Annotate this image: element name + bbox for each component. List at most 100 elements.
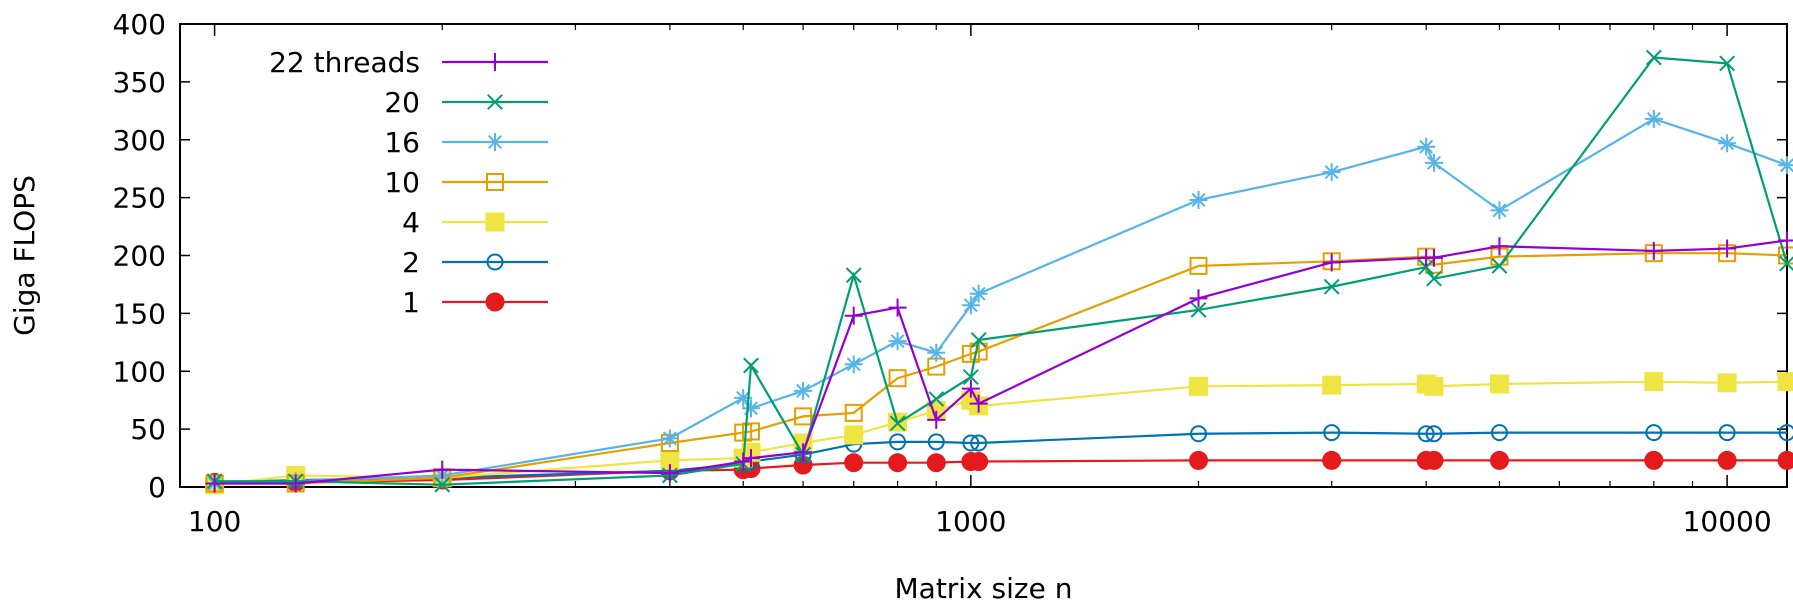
data-point	[962, 369, 979, 385]
series-16	[205, 109, 1793, 493]
data-point	[1778, 424, 1793, 442]
data-point	[1189, 376, 1209, 396]
legend-item: 1	[402, 286, 548, 319]
data-point	[1190, 425, 1208, 443]
series-line	[214, 239, 1788, 485]
data-point	[433, 460, 452, 479]
y-tick-label: 250	[113, 182, 166, 215]
data-point	[1644, 450, 1664, 470]
data-point	[1777, 450, 1793, 470]
legend-item: 10	[384, 166, 548, 199]
y-tick-label: 300	[113, 124, 166, 157]
data-point	[1719, 55, 1736, 72]
data-point	[1417, 137, 1436, 156]
series-line	[214, 56, 1789, 486]
data-point	[927, 343, 946, 362]
legend-item: 20	[384, 86, 548, 119]
legend-item: 16	[384, 126, 548, 159]
data-point	[660, 464, 679, 483]
data-point	[1645, 49, 1662, 66]
data-point	[888, 298, 907, 317]
data-point	[1490, 237, 1509, 256]
data-point	[734, 452, 753, 471]
x-tick-label: 100	[188, 505, 241, 538]
series-10	[205, 244, 1793, 493]
series-layer	[205, 49, 1793, 495]
data-point	[794, 381, 813, 400]
data-point	[889, 415, 906, 432]
data-point	[1322, 163, 1341, 182]
data-point	[1489, 450, 1509, 470]
data-point	[1189, 190, 1208, 209]
data-point	[926, 453, 946, 473]
data-point	[1644, 109, 1663, 128]
data-point	[844, 306, 863, 325]
legend-marker	[486, 173, 504, 191]
series-line	[214, 252, 1788, 485]
data-point	[1424, 153, 1443, 172]
x-axis-label: Matrix size n	[895, 572, 1073, 605]
legend: 22 threads 20 16 10 4 2 1	[269, 46, 548, 319]
y-axis-label: Giga FLOPS	[8, 175, 41, 336]
series-line	[214, 117, 1788, 485]
axes: 0 50 100 150 200 250 300 350 400 100 1000 10000	[113, 8, 1788, 538]
legend-marker	[486, 133, 504, 151]
data-point	[1424, 248, 1443, 267]
y-tick-label: 0	[148, 471, 166, 504]
data-point	[970, 332, 987, 348]
data-point	[844, 403, 863, 422]
data-point	[1426, 270, 1442, 287]
data-point	[969, 394, 988, 413]
y-tick-label: 50	[130, 413, 166, 446]
data-point	[434, 476, 451, 493]
data-point	[205, 474, 224, 493]
data-point	[1778, 231, 1793, 250]
legend-item: 4	[402, 206, 548, 239]
data-point	[888, 369, 907, 388]
series-line	[214, 431, 1787, 484]
data-point	[741, 422, 760, 441]
data-point	[961, 379, 980, 398]
data-point	[1644, 241, 1663, 260]
data-point	[969, 284, 988, 303]
data-point	[1323, 278, 1340, 295]
legend-marker	[485, 292, 505, 312]
data-point	[1322, 450, 1342, 470]
data-point	[741, 399, 760, 418]
x-tick-label: 1000	[935, 505, 1006, 538]
data-point	[1417, 425, 1435, 443]
data-point	[1718, 134, 1737, 153]
data-point	[1322, 253, 1341, 272]
data-point	[794, 407, 813, 426]
legend-label: 4	[402, 206, 420, 239]
legend-label: 16	[384, 126, 420, 159]
legend-marker	[487, 94, 503, 110]
data-point	[888, 453, 908, 473]
x-tick-label: 10000	[1683, 505, 1772, 538]
data-point	[1718, 424, 1736, 442]
data-point	[794, 443, 813, 462]
data-point	[286, 474, 305, 493]
y-tick-label: 200	[113, 240, 166, 273]
legend-marker	[486, 53, 504, 71]
data-point	[1189, 256, 1208, 275]
legend-label: 22 threads	[269, 46, 420, 79]
data-point	[1424, 376, 1444, 396]
series-22-threads	[205, 231, 1793, 493]
legend-label: 10	[384, 166, 420, 199]
data-point	[1489, 374, 1509, 394]
data-point	[1322, 375, 1342, 395]
data-point	[1189, 289, 1208, 308]
data-point	[1645, 424, 1663, 442]
data-point	[927, 410, 946, 429]
data-point	[741, 449, 760, 468]
legend-label: 2	[402, 246, 420, 279]
data-point	[961, 296, 980, 315]
data-point	[962, 434, 980, 452]
legend-item: 2	[402, 246, 548, 279]
data-point	[1490, 424, 1508, 442]
legend-label: 20	[384, 86, 420, 119]
y-tick-label: 150	[113, 297, 166, 330]
series-20	[206, 49, 1793, 493]
data-point	[660, 429, 679, 448]
